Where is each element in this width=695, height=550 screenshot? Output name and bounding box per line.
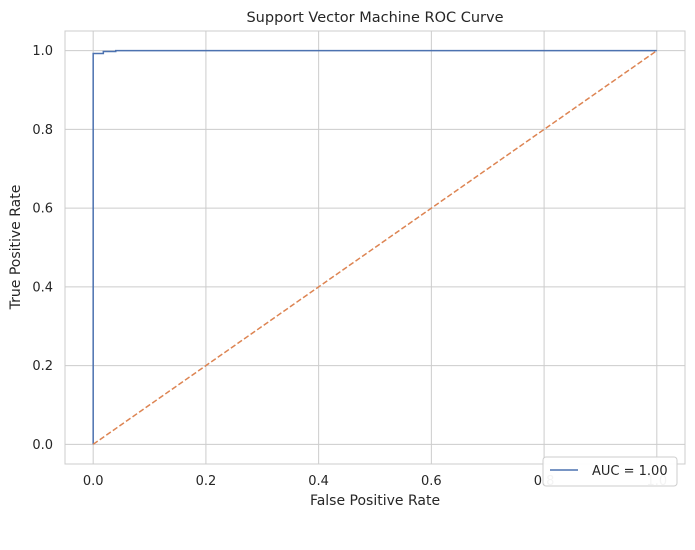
legend: AUC = 1.00 (542, 456, 678, 487)
y-tick-label: 0.4 (32, 280, 53, 295)
roc-curve-line (92, 49, 657, 445)
legend-box (542, 456, 678, 487)
x-tick-label: 0.0 (83, 474, 104, 489)
legend-label-auc: AUC = 1.00 (592, 464, 668, 479)
y-tick-label: 0.6 (32, 202, 53, 217)
y-tick-label: 1.0 (32, 44, 53, 59)
y-tick-label: 0.8 (32, 123, 53, 138)
chart-title: Support Vector Machine ROC Curve (246, 10, 503, 26)
series-layer (92, 49, 658, 445)
x-axis-label: False Positive Rate (310, 493, 440, 509)
y-tick-label: 0.2 (32, 359, 53, 374)
x-tick-label: 0.4 (308, 474, 329, 489)
y-axis-label: True Positive Rate (8, 185, 24, 311)
reference-diagonal-line (92, 50, 658, 445)
x-tick-label: 0.2 (196, 474, 217, 489)
y-tick-label: 0.0 (32, 438, 53, 453)
x-tick-label: 0.6 (421, 474, 442, 489)
